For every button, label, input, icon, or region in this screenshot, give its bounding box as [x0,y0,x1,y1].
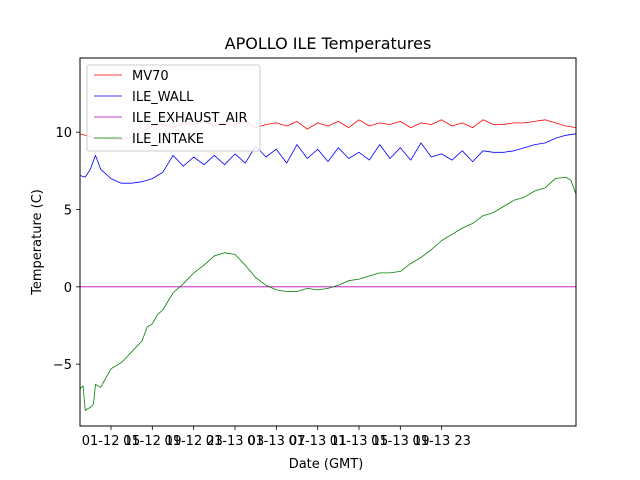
legend-label-0: MV70 [132,69,169,84]
series-line-1 [79,133,577,184]
y-tick-label-0: −5 [53,358,72,373]
x-axis-label: Date (GMT) [289,457,364,472]
legend-label-1: ILE_WALL [132,90,194,105]
x-tick-label-5: 01-13 11 [288,434,346,449]
y-axis-label: Temperature (C) [30,189,45,296]
legend: MV70 ILE_WALL ILE_EXHAUST_AIR ILE_INTAKE [86,64,261,152]
y-tick-label-2: 5 [64,204,72,219]
y-tick-label-3: 10 [55,126,72,141]
chart-title: APOLLO ILE Temperatures [225,34,432,53]
x-tick-label-7: 01-13 19 [371,434,429,449]
x-tick-label-2: 01-12 23 [164,434,222,449]
legend-box [86,64,261,152]
legend-items: MV70 ILE_WALL ILE_EXHAUST_AIR ILE_INTAKE [94,69,248,147]
x-tick-label-6: 01-13 15 [330,434,388,449]
x-tick-label-3: 01-13 03 [206,434,264,449]
x-tick-label-4: 01-13 07 [247,434,305,449]
x-tick-label-0: 01-12 15 [82,434,140,449]
plot-frame [79,57,577,427]
series-line-3 [79,176,577,411]
x-tick-label-8: 01-13 23 [412,434,470,449]
x-tick-label-1: 01-12 19 [123,434,181,449]
legend-label-2: ILE_EXHAUST_AIR [132,111,248,126]
legend-label-3: ILE_INTAKE [132,132,204,147]
y-tick-label-1: 0 [64,281,72,296]
